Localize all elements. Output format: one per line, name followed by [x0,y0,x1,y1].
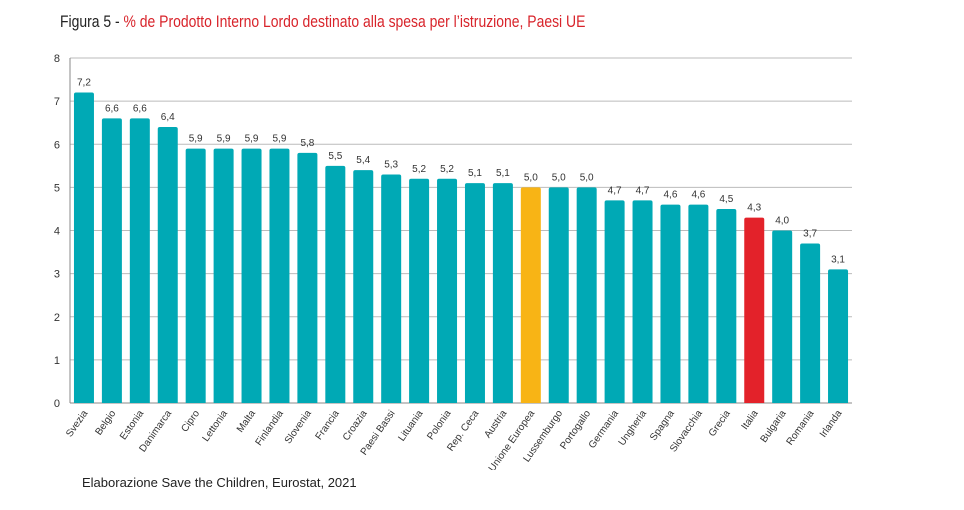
data-label: 4,5 [719,194,733,205]
data-label: 4,3 [747,203,761,214]
bar [241,148,262,403]
bar [716,208,737,403]
data-label: 5,5 [328,151,342,162]
x-tick-label: Irlanda [818,408,845,440]
figure-title: % de Prodotto Interno Lordo destinato al… [123,12,586,31]
bar [73,92,94,403]
source-note: Elaborazione Save the Children, Eurostat… [82,475,357,490]
data-label: 4,6 [691,190,705,201]
x-tick-label: Italia [740,408,761,432]
data-label: 6,6 [105,103,119,114]
x-tick-label: Slovenia [283,408,314,446]
figure-number: Figura 5 - [60,12,124,31]
chart-title: Figura 5 - % de Prodotto Interno Lordo d… [60,12,585,32]
x-tick-label: Svezia [64,408,90,439]
x-tick-label: Francia [314,408,342,442]
data-label: 6,6 [133,103,147,114]
x-tick-label: Polonia [425,408,453,442]
x-tick-label: Finlandia [254,408,287,448]
bar [660,204,681,403]
data-label: 5,0 [580,172,594,183]
bar [688,204,709,403]
data-label: 5,9 [189,134,203,145]
y-tick-label: 8 [54,53,60,65]
bar [101,118,122,403]
y-tick-label: 5 [54,182,60,194]
data-label: 5,9 [245,134,259,145]
data-label: 7,2 [77,78,91,89]
x-tick-label: Malta [235,408,258,435]
x-tick-label: Cipro [179,408,202,434]
bar [437,178,458,403]
x-tick-label: Estonia [118,408,146,442]
data-label: 3,7 [803,228,817,239]
bar [772,230,793,403]
data-label: 5,0 [524,172,538,183]
y-tick-label: 6 [54,139,60,151]
x-tick-label: Grecia [707,408,733,439]
bar [464,183,485,403]
y-tick-label: 1 [54,355,60,367]
data-label: 5,9 [217,134,231,145]
bar [800,243,821,403]
y-tick-label: 7 [54,96,60,108]
bar [828,269,849,403]
data-label: 5,2 [440,164,454,175]
bar [129,118,150,403]
data-label: 3,1 [831,254,845,265]
x-tick-label: Romania [785,408,817,447]
x-tick-label: Lettonia [201,408,231,444]
x-tick-label: Croazia [341,408,370,443]
bar [744,217,765,403]
bar [353,170,374,403]
bar [492,183,513,403]
data-label: 5,0 [552,172,566,183]
data-label: 4,7 [608,185,622,196]
bar [157,127,178,403]
x-tick-label: Spagna [648,408,677,443]
bar [548,187,569,403]
x-tick-label: Lituania [396,408,425,443]
data-label: 4,0 [775,216,789,227]
data-label: 5,8 [300,138,314,149]
data-label: 5,4 [356,155,370,166]
x-tick-label: Austria [482,408,509,440]
y-tick-label: 4 [54,226,60,238]
bar [576,187,597,403]
data-label: 4,7 [636,185,650,196]
y-tick-label: 0 [54,398,60,410]
bar [632,200,653,403]
bar [213,148,234,403]
data-label: 5,1 [496,168,510,179]
data-label: 6,4 [161,112,175,123]
bar [409,178,430,403]
bar [381,174,402,403]
y-tick-label: 2 [54,312,60,324]
x-tick-label: Bulgaria [759,408,789,445]
y-tick-label: 3 [54,269,60,281]
data-label: 5,3 [384,159,398,170]
bar [325,165,346,403]
data-label: 4,6 [664,190,678,201]
x-tick-label: Ungheria [617,408,650,448]
data-label: 5,9 [273,134,287,145]
bar [269,148,290,403]
bar-chart: 0 1 2 3 4 5 6 7 8 7,2 Svezia 6,6 Belgio 6,6 Estonia 6,4… [54,53,852,470]
bar [185,148,206,403]
bar [297,152,318,403]
x-tick-label: Belgio [93,408,118,437]
bar [604,200,625,403]
data-label: 5,1 [468,168,482,179]
data-label: 5,2 [412,164,426,175]
bar [520,187,541,403]
